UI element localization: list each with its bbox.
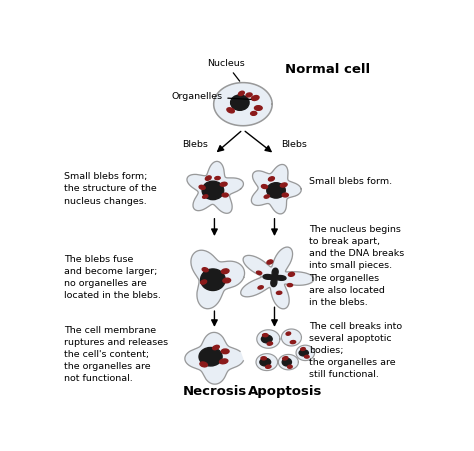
Ellipse shape	[221, 269, 229, 274]
Polygon shape	[191, 250, 245, 309]
Ellipse shape	[222, 193, 228, 197]
Ellipse shape	[227, 108, 234, 113]
Polygon shape	[214, 83, 272, 126]
Ellipse shape	[199, 185, 205, 189]
Ellipse shape	[260, 358, 271, 366]
Ellipse shape	[199, 347, 222, 366]
Ellipse shape	[202, 268, 208, 272]
Ellipse shape	[215, 176, 220, 179]
Ellipse shape	[200, 362, 208, 367]
Ellipse shape	[280, 183, 287, 187]
Ellipse shape	[287, 284, 292, 287]
Text: Small blebs form;
the structure of the
nucleus changes.: Small blebs form; the structure of the n…	[64, 172, 157, 206]
Ellipse shape	[267, 183, 285, 198]
Ellipse shape	[262, 184, 267, 189]
Text: Apoptosis: Apoptosis	[248, 385, 322, 398]
Polygon shape	[251, 165, 301, 214]
Ellipse shape	[286, 332, 291, 335]
Ellipse shape	[276, 291, 282, 295]
Ellipse shape	[252, 96, 259, 101]
Ellipse shape	[261, 357, 266, 360]
Ellipse shape	[268, 177, 274, 181]
Polygon shape	[257, 330, 280, 348]
Ellipse shape	[267, 260, 273, 264]
Polygon shape	[241, 247, 314, 309]
Ellipse shape	[238, 91, 244, 96]
Ellipse shape	[213, 345, 219, 350]
Ellipse shape	[246, 93, 252, 97]
Ellipse shape	[282, 193, 288, 197]
Text: The cell membrane
ruptures and releases
the cell's content;
the organelles are
n: The cell membrane ruptures and releases …	[64, 326, 168, 383]
Ellipse shape	[202, 195, 208, 198]
Polygon shape	[278, 354, 298, 370]
Ellipse shape	[220, 182, 227, 186]
Ellipse shape	[258, 286, 263, 289]
Text: Normal cell: Normal cell	[285, 63, 370, 76]
Ellipse shape	[201, 280, 207, 284]
Ellipse shape	[223, 278, 230, 283]
Text: Necrosis: Necrosis	[182, 385, 246, 398]
Text: Blebs: Blebs	[182, 140, 208, 149]
Ellipse shape	[201, 269, 225, 290]
Ellipse shape	[290, 341, 296, 344]
Ellipse shape	[255, 106, 262, 110]
Ellipse shape	[205, 176, 211, 180]
Polygon shape	[296, 345, 315, 361]
Ellipse shape	[282, 358, 292, 366]
Ellipse shape	[251, 111, 257, 115]
Ellipse shape	[261, 335, 272, 343]
Ellipse shape	[265, 365, 271, 368]
Polygon shape	[185, 332, 243, 384]
Ellipse shape	[304, 355, 309, 358]
Text: Small blebs form.: Small blebs form.	[309, 177, 392, 186]
Ellipse shape	[283, 357, 288, 360]
Polygon shape	[263, 268, 286, 287]
Text: The nucleus begins
to break apart,
and the DNA breaks
into small pieces.
The org: The nucleus begins to break apart, and t…	[309, 225, 404, 307]
Text: Organelles: Organelles	[171, 92, 251, 101]
Ellipse shape	[256, 271, 262, 275]
Polygon shape	[256, 354, 278, 371]
Text: Nucleus: Nucleus	[207, 59, 245, 81]
Ellipse shape	[264, 195, 269, 198]
Text: Blebs: Blebs	[281, 140, 307, 149]
Text: The blebs fuse
and become larger;
no organelles are
located in the blebs.: The blebs fuse and become larger; no org…	[64, 255, 161, 300]
Ellipse shape	[263, 334, 268, 337]
Polygon shape	[282, 329, 301, 346]
Ellipse shape	[288, 365, 292, 368]
Ellipse shape	[267, 342, 273, 345]
Polygon shape	[187, 161, 244, 213]
Text: The cell breaks into
several apoptotic
bodies;
the organelles are
still function: The cell breaks into several apoptotic b…	[309, 322, 402, 379]
Ellipse shape	[299, 350, 309, 356]
Ellipse shape	[202, 181, 224, 200]
Ellipse shape	[301, 348, 305, 350]
Ellipse shape	[288, 272, 294, 276]
Ellipse shape	[231, 95, 249, 110]
Ellipse shape	[219, 359, 228, 364]
Ellipse shape	[221, 349, 229, 354]
